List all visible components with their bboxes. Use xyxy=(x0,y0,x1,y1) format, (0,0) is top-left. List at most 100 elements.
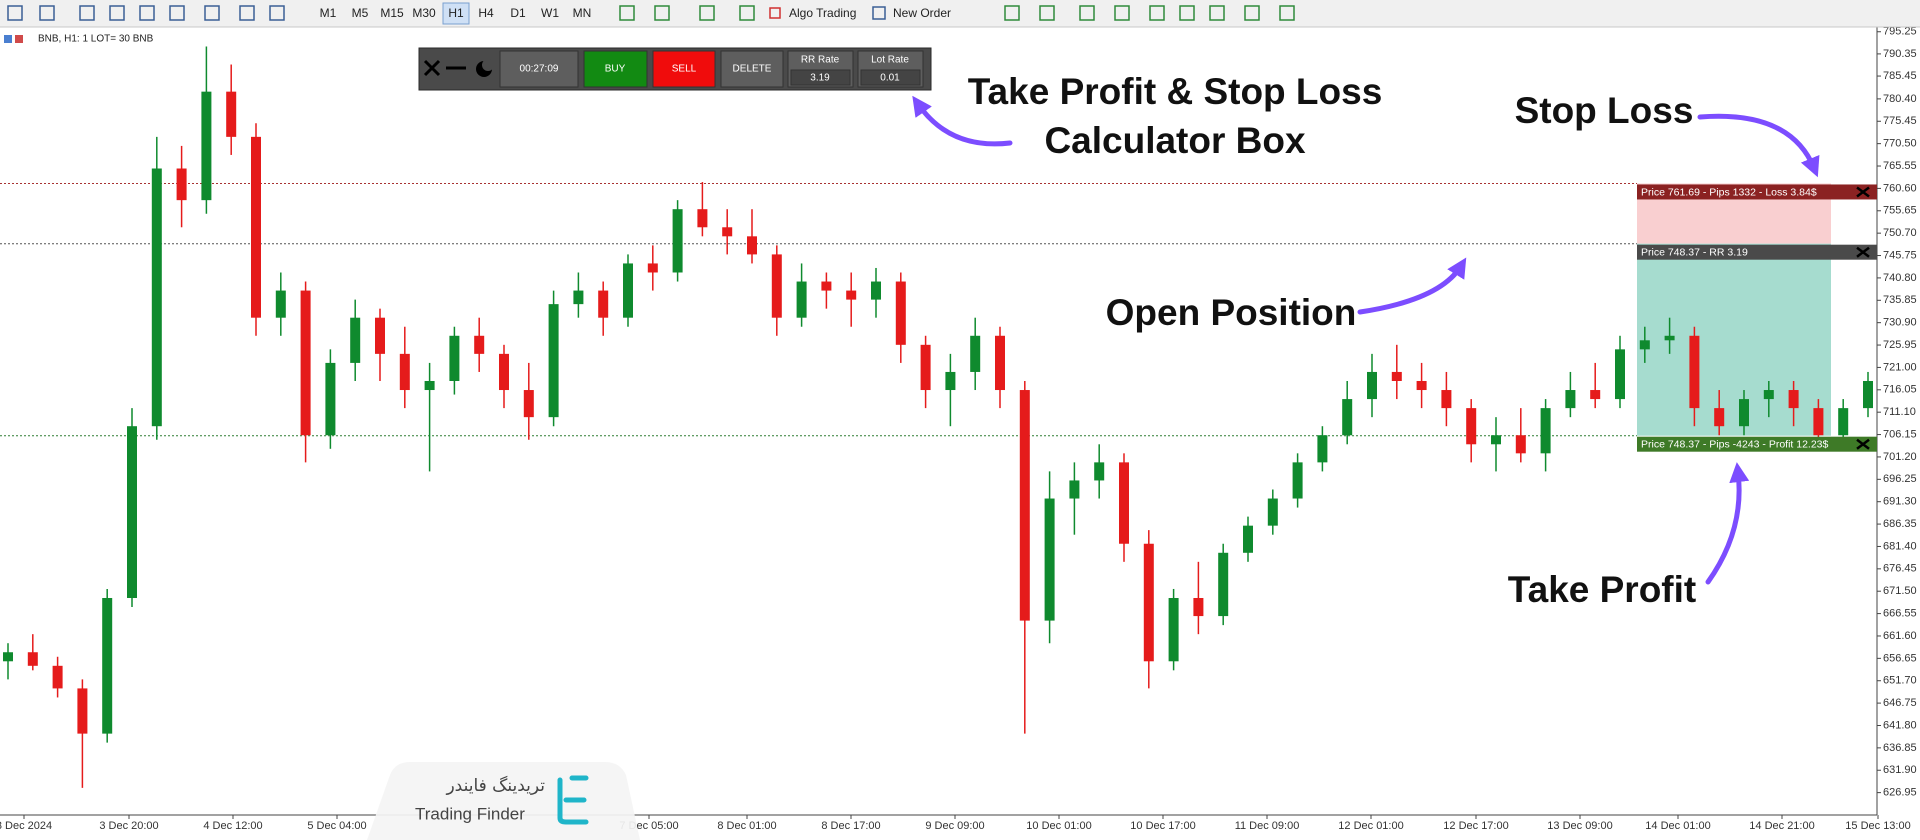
candle-body xyxy=(871,281,881,300)
lot-input[interactable] xyxy=(860,69,921,86)
logo-icon xyxy=(557,775,589,825)
timeframe-button[interactable]: H4 xyxy=(478,6,494,20)
rr-input[interactable] xyxy=(790,69,851,86)
candle-body xyxy=(771,254,782,318)
tool-icon[interactable] xyxy=(109,5,125,21)
annotation: Take Profit & Stop Loss xyxy=(968,71,1383,112)
candle-body xyxy=(251,136,261,318)
timeframe-button[interactable]: H1 xyxy=(448,6,464,20)
y-tick-label: 735.85 xyxy=(1883,294,1917,306)
drag-icon[interactable] xyxy=(1856,246,1870,258)
candle-body xyxy=(1044,498,1055,621)
tool-icon[interactable] xyxy=(1039,5,1055,21)
close-icon[interactable] xyxy=(423,59,441,77)
candle-body xyxy=(895,281,906,345)
candle-body xyxy=(1193,597,1204,617)
annotation: Calculator Box xyxy=(1044,120,1306,161)
candle-body xyxy=(300,290,311,436)
drag-icon[interactable] xyxy=(1856,438,1870,450)
candle-body xyxy=(52,665,63,689)
tool-icon[interactable] xyxy=(139,5,155,21)
sell-button[interactable] xyxy=(652,50,716,88)
timeframe-button[interactable]: MN xyxy=(573,6,592,20)
tool-icon[interactable] xyxy=(1114,5,1130,21)
lot-label: Lot Rate xyxy=(871,55,909,66)
tool-icon[interactable] xyxy=(1279,5,1295,21)
tool-icon[interactable] xyxy=(1244,5,1260,21)
tool-icon[interactable] xyxy=(79,5,95,21)
y-tick-label: 730.90 xyxy=(1883,317,1917,329)
new-order-button[interactable]: New Order xyxy=(893,6,951,20)
y-tick-label: 785.45 xyxy=(1883,70,1917,82)
algo-trading-button[interactable]: Algo Trading xyxy=(789,6,856,20)
annotation: Take Profit xyxy=(1508,569,1696,610)
y-tick-label: 681.40 xyxy=(1883,540,1917,552)
tool-icon[interactable] xyxy=(39,5,55,21)
candle-body xyxy=(1416,380,1427,391)
candle-body xyxy=(1664,335,1675,341)
timeframe-button[interactable]: M1 xyxy=(320,6,337,20)
x-tick-label: 12 Dec 17:00 xyxy=(1443,820,1508,832)
buy-button[interactable] xyxy=(583,50,648,88)
candle-body xyxy=(1367,371,1377,400)
x-tick-label: 13 Dec 09:00 xyxy=(1547,820,1612,832)
trade-label-bar xyxy=(1637,244,1877,260)
y-tick-label: 706.15 xyxy=(1883,428,1917,440)
tool-icon[interactable] xyxy=(739,5,755,21)
tool-icon[interactable] xyxy=(619,5,635,21)
tool-icon[interactable] xyxy=(269,5,285,21)
delete-label[interactable]: DELETE xyxy=(733,64,772,75)
tool-icon[interactable] xyxy=(699,5,715,21)
sell-label[interactable]: SELL xyxy=(672,64,697,75)
tool-icon[interactable] xyxy=(1209,5,1225,21)
y-tick-label: 656.65 xyxy=(1883,652,1917,664)
tool-icon[interactable] xyxy=(239,5,255,21)
toolbar-bg xyxy=(0,0,1920,27)
candle-body xyxy=(325,362,336,436)
candle-body xyxy=(1243,525,1253,553)
arrow xyxy=(1357,257,1467,315)
trade-label: Price 761.69 - Pips 1332 - Loss 3.84$ xyxy=(1641,186,1817,198)
tool-icon[interactable] xyxy=(654,5,670,21)
candle-body xyxy=(1143,543,1154,662)
candle-body xyxy=(1292,462,1303,499)
buy-label[interactable]: BUY xyxy=(605,64,626,75)
timeframe-button[interactable]: D1 xyxy=(510,6,526,20)
timeframe-button[interactable]: M15 xyxy=(380,6,404,20)
timeframe-button[interactable]: M5 xyxy=(352,6,369,20)
delete-button[interactable] xyxy=(720,50,784,88)
timeframe-button[interactable]: M30 xyxy=(412,6,436,20)
x-tick-label: 14 Dec 01:00 xyxy=(1645,820,1710,832)
timeframe-button[interactable]: W1 xyxy=(541,6,559,20)
theme-icon-cut xyxy=(482,59,494,71)
tool-icon[interactable] xyxy=(1149,5,1165,21)
x-tick-label: 8 Dec 17:00 xyxy=(821,820,880,832)
tool-icon[interactable] xyxy=(1179,5,1195,21)
candle-body xyxy=(424,380,435,391)
lot-value[interactable]: 0.01 xyxy=(880,73,900,84)
y-tick-label: 691.30 xyxy=(1883,496,1917,508)
y-tick-label: 790.35 xyxy=(1883,48,1917,60)
y-tick-label: 701.20 xyxy=(1883,451,1917,463)
drag-icon[interactable] xyxy=(1856,186,1870,198)
candle-body xyxy=(226,91,237,137)
tool-icon[interactable] xyxy=(1004,5,1020,21)
candle-body xyxy=(598,290,609,318)
candle-body xyxy=(3,652,13,662)
candle-body xyxy=(970,335,981,372)
tool-icon[interactable] xyxy=(204,5,220,21)
candle-body xyxy=(1168,597,1179,662)
active-timeframe xyxy=(442,2,470,25)
y-tick-label: 626.95 xyxy=(1883,787,1917,799)
rr-value[interactable]: 3.19 xyxy=(810,73,830,84)
y-tick-label: 651.70 xyxy=(1883,675,1917,687)
tool-icon[interactable] xyxy=(169,5,185,21)
candle-body xyxy=(1714,408,1725,427)
x-tick-label: 5 Dec 04:00 xyxy=(307,820,366,832)
tool-icon[interactable] xyxy=(1079,5,1095,21)
candle-body xyxy=(1466,408,1477,445)
y-tick-label: 666.55 xyxy=(1883,607,1917,619)
y-tick-label: 755.65 xyxy=(1883,205,1917,217)
tool-icon[interactable] xyxy=(7,5,23,21)
candle-body xyxy=(127,426,137,598)
